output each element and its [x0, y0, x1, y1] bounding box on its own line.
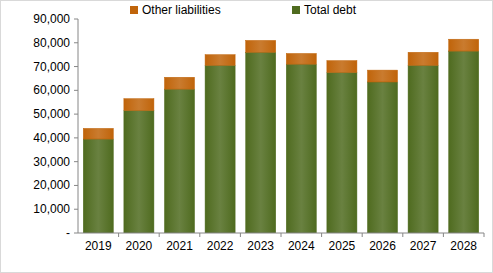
- bar-segment: [367, 70, 397, 82]
- bar-segment: [246, 40, 276, 52]
- x-tick-label: 2019: [85, 239, 112, 253]
- bar-segment: [408, 52, 438, 65]
- y-tick-label: 20,000: [33, 178, 70, 192]
- bar-segment: [164, 89, 194, 233]
- bar-segment: [286, 53, 316, 64]
- y-tick-label: 10,000: [33, 202, 70, 216]
- x-tick: [484, 233, 485, 237]
- y-tick-label: 70,000: [33, 60, 70, 74]
- bar-segment: [205, 55, 235, 66]
- bar-segment: [449, 39, 479, 51]
- y-tick: [74, 161, 78, 162]
- y-tick: [74, 66, 78, 67]
- y-tick-label: 40,000: [33, 131, 70, 145]
- bar-segment: [83, 139, 113, 233]
- x-tick: [443, 233, 444, 237]
- x-tick-label: 2024: [288, 239, 315, 253]
- x-tick-label: 2020: [126, 239, 153, 253]
- y-tick: [74, 114, 78, 115]
- x-tick-label: 2026: [369, 239, 396, 253]
- y-tick: [74, 233, 78, 234]
- legend-label: Other liabilities: [142, 3, 221, 17]
- bar-segment: [327, 73, 357, 234]
- y-tick-label: 50,000: [33, 107, 70, 121]
- x-tick-label: 2022: [207, 239, 234, 253]
- x-tick: [199, 233, 200, 237]
- bar-segment: [286, 64, 316, 233]
- bar-segment: [124, 111, 154, 233]
- bar-segment: [449, 51, 479, 233]
- y-tick: [74, 90, 78, 91]
- y-tick: [74, 209, 78, 210]
- y-tick: [74, 185, 78, 186]
- x-tick: [159, 233, 160, 237]
- bar-segment: [124, 99, 154, 111]
- x-tick-label: 2027: [410, 239, 437, 253]
- x-tick: [362, 233, 363, 237]
- legend-label: Total debt: [304, 3, 357, 17]
- bar-segment: [327, 61, 357, 73]
- x-tick: [240, 233, 241, 237]
- chart-container: - 10,000 20,000 30,000 40,000 50,000 60,000 70,…: [0, 0, 493, 273]
- x-tick-label: 2023: [247, 239, 274, 253]
- x-tick: [321, 233, 322, 237]
- bar-segment: [408, 65, 438, 233]
- y-tick-label: 90,000: [33, 12, 70, 26]
- bar-segment: [367, 82, 397, 233]
- x-tick-label: 2021: [166, 239, 193, 253]
- chart-border: [1, 1, 493, 273]
- y-tick-label: 60,000: [33, 83, 70, 97]
- bar-segment: [205, 65, 235, 233]
- bar-segment: [164, 77, 194, 89]
- y-tick-label: 30,000: [33, 155, 70, 169]
- x-tick: [402, 233, 403, 237]
- x-tick-label: 2028: [450, 239, 477, 253]
- y-tick-label: -: [66, 226, 70, 240]
- bar-segment: [83, 128, 113, 139]
- y-tick: [74, 42, 78, 43]
- y-axis: [78, 19, 79, 233]
- legend-swatch: [292, 6, 300, 14]
- bars: [83, 39, 478, 233]
- x-tick: [118, 233, 119, 237]
- y-tick: [74, 137, 78, 138]
- legend-swatch: [130, 6, 138, 14]
- x-tick: [281, 233, 282, 237]
- y-tick: [74, 19, 78, 20]
- x-tick-label: 2025: [329, 239, 356, 253]
- y-tick-label: 80,000: [33, 36, 70, 50]
- chart-svg: - 10,000 20,000 30,000 40,000 50,000 60,000 70,…: [0, 0, 493, 273]
- bar-segment: [246, 52, 276, 233]
